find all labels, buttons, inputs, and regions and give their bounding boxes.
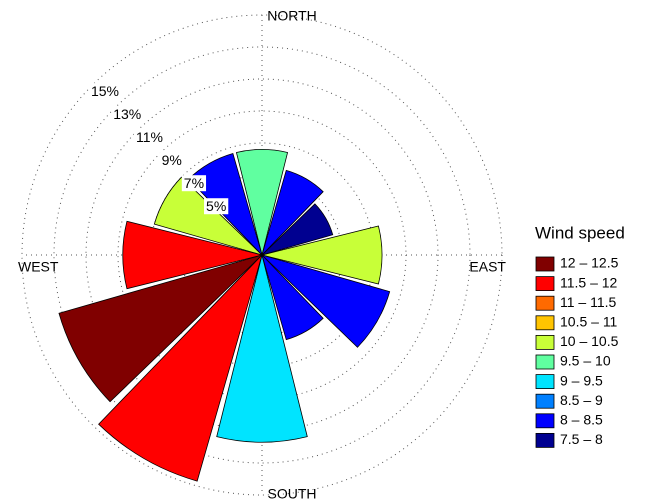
- r-tick-label: 11%: [136, 129, 163, 145]
- legend-swatch: [535, 315, 555, 331]
- r-tick-label: 9%: [162, 152, 182, 168]
- legend-label: 8.5 – 9: [560, 392, 603, 408]
- label-bg: [133, 129, 165, 146]
- direction-label: EAST: [469, 259, 506, 275]
- wedge: [216, 254, 308, 443]
- legend-label: 10 – 10.5: [560, 333, 619, 349]
- wedge: [58, 254, 263, 403]
- r-tick-label: 15%: [91, 83, 119, 99]
- r-tick-label: 13%: [113, 106, 141, 122]
- legend-label: 7.5 – 8: [560, 431, 603, 447]
- r-tick-label-group: 13%: [111, 106, 144, 123]
- r-tick-label-group: 9%: [159, 152, 184, 169]
- legend-label: 12 – 12.5: [560, 255, 619, 271]
- legend-title: Wind speed: [535, 223, 625, 242]
- direction-label: SOUTH: [268, 486, 317, 500]
- label-bg: [88, 83, 122, 100]
- label-bg: [181, 175, 207, 192]
- direction-label: NORTH: [267, 8, 317, 24]
- legend-swatch: [535, 413, 555, 429]
- grid-ring: [117, 110, 407, 400]
- legend-label: 11 – 11.5: [560, 294, 617, 310]
- wedge: [122, 220, 263, 290]
- legend-swatch: [535, 432, 555, 448]
- legend-label: 9.5 – 10: [560, 353, 611, 369]
- r-tick-label-group: 11%: [133, 129, 165, 146]
- r-tick-label: 7%: [184, 175, 204, 191]
- direction-label: WEST: [18, 259, 59, 275]
- r-tick-label-group: 15%: [88, 83, 122, 100]
- legend-swatch: [535, 334, 555, 350]
- wedge: [261, 254, 324, 341]
- legend-swatch: [535, 256, 555, 272]
- label-bg: [159, 152, 184, 169]
- legend-label: 10.5 – 11: [560, 314, 618, 330]
- legend-swatch: [535, 393, 555, 409]
- legend-swatch: [535, 354, 555, 370]
- legend-swatch: [535, 374, 555, 390]
- legend-label: 11.5 – 12: [560, 274, 618, 290]
- legend-swatch: [535, 276, 555, 292]
- wedge: [261, 254, 391, 348]
- r-tick-label-group: 5%: [204, 198, 229, 215]
- wedge: [153, 176, 263, 256]
- legend-swatch: [535, 295, 555, 311]
- grid-ring: [85, 78, 439, 432]
- label-bg: [111, 106, 144, 123]
- r-tick-label-group: 7%: [181, 175, 207, 192]
- r-tick-label: 5%: [206, 198, 226, 214]
- legend-label: 8 – 8.5: [560, 412, 603, 428]
- grid-ring: [21, 14, 503, 496]
- wedge: [261, 169, 324, 256]
- grid-ring: [53, 46, 471, 464]
- wedge: [235, 149, 289, 256]
- wedge: [261, 225, 383, 285]
- wedge: [261, 203, 334, 256]
- wedge: [98, 254, 263, 482]
- legend-label: 9 – 9.5: [560, 372, 603, 388]
- label-bg: [204, 198, 229, 215]
